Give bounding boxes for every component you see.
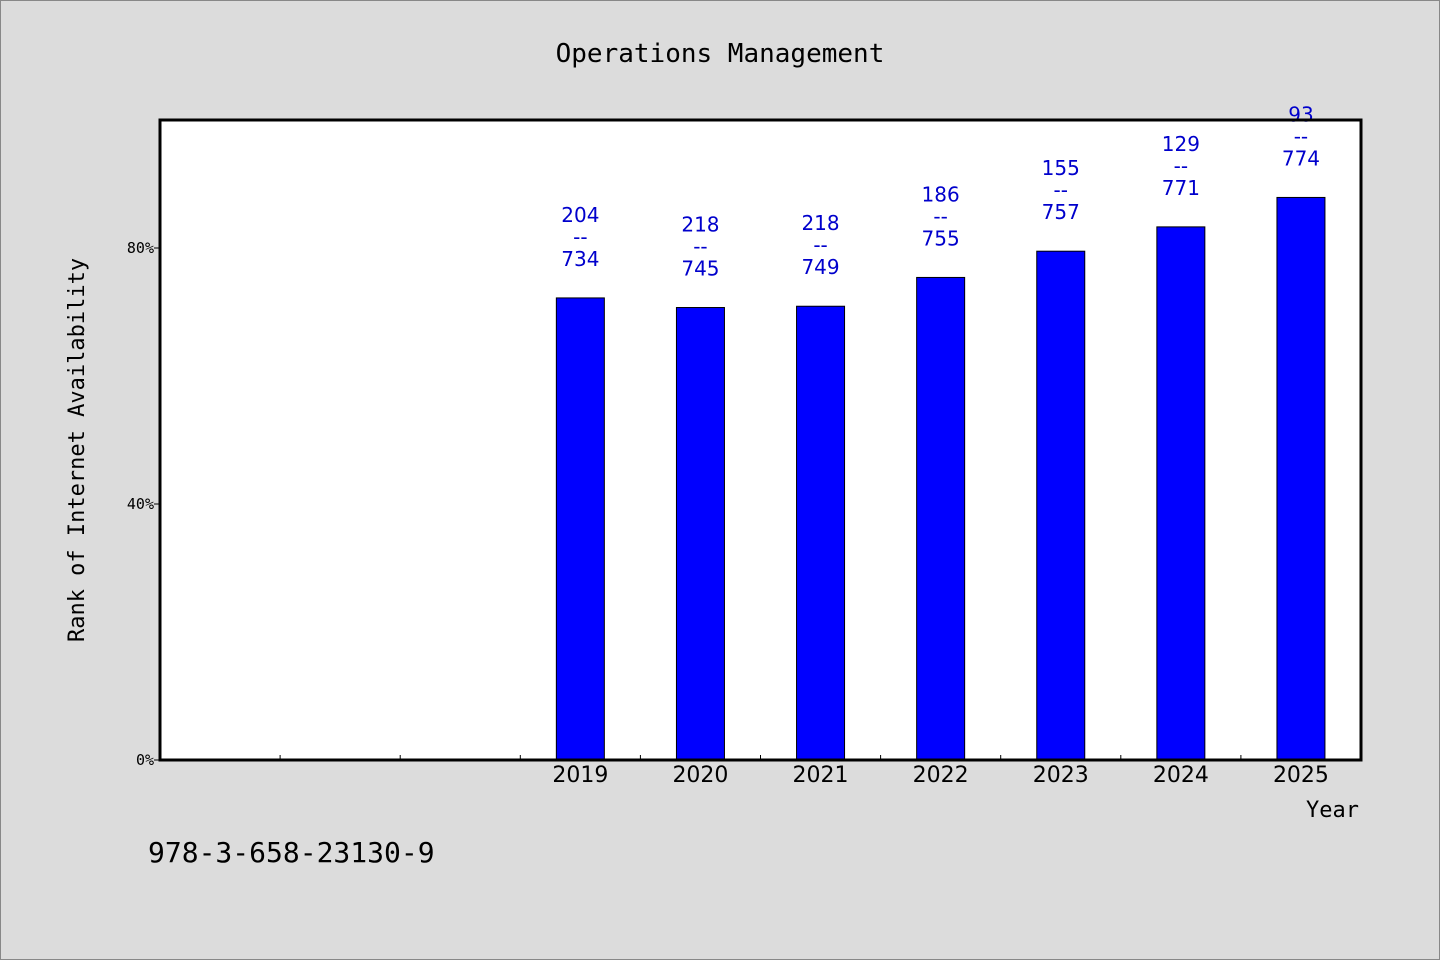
data-label: -- <box>1174 154 1188 178</box>
y-tick-label: 0% <box>136 751 154 769</box>
data-label: 129 <box>1162 132 1200 156</box>
bar <box>916 276 966 761</box>
bar <box>1036 250 1086 761</box>
data-label: 204 <box>561 203 599 227</box>
y-tick-label: 40% <box>127 495 154 513</box>
data-label: 771 <box>1162 176 1200 200</box>
data-label: 757 <box>1042 200 1080 224</box>
y-axis-title: Rank of Internet Availability <box>65 258 90 642</box>
data-label: 218 <box>681 213 719 237</box>
bar <box>796 305 846 761</box>
x-tick-label: 2025 <box>1273 763 1329 788</box>
y-axis: 0% 40% 80% <box>127 239 160 769</box>
data-label: -- <box>1054 178 1068 202</box>
y-tick-label: 80% <box>127 239 154 257</box>
bar <box>555 297 605 761</box>
data-label: 186 <box>922 182 960 206</box>
x-tick-label: 2022 <box>913 763 969 788</box>
data-label: -- <box>693 235 707 259</box>
x-tick-label: 2021 <box>793 763 849 788</box>
x-tick-label: 2020 <box>672 763 728 788</box>
x-tick-label: 2023 <box>1033 763 1089 788</box>
data-label: 749 <box>801 255 839 279</box>
chart-title: Operations Management <box>556 39 885 69</box>
data-label: 774 <box>1282 146 1320 170</box>
x-tick-label: 2024 <box>1153 763 1209 788</box>
bar <box>1156 226 1206 761</box>
data-labels-group: 734--204745--218749--218755--186757--155… <box>561 102 1320 280</box>
data-label: 755 <box>922 226 960 250</box>
x-axis: 2019 2020 2021 2022 2023 2024 2025 <box>279 755 1329 788</box>
x-tick-label: 2019 <box>552 763 608 788</box>
data-label: 745 <box>681 257 719 281</box>
footer-code: 978-3-658-23130-9 <box>148 836 435 869</box>
bar <box>1276 196 1326 761</box>
data-label: -- <box>813 233 827 257</box>
data-label: -- <box>1294 124 1308 148</box>
data-label: 93 <box>1288 102 1313 126</box>
data-label: -- <box>933 204 947 228</box>
data-label: 734 <box>561 247 599 271</box>
data-label: -- <box>573 225 587 249</box>
bar <box>675 307 725 761</box>
x-axis-title: Year <box>1306 798 1359 823</box>
data-label: 155 <box>1042 156 1080 180</box>
bars-group <box>555 196 1326 761</box>
data-label: 218 <box>801 211 839 235</box>
